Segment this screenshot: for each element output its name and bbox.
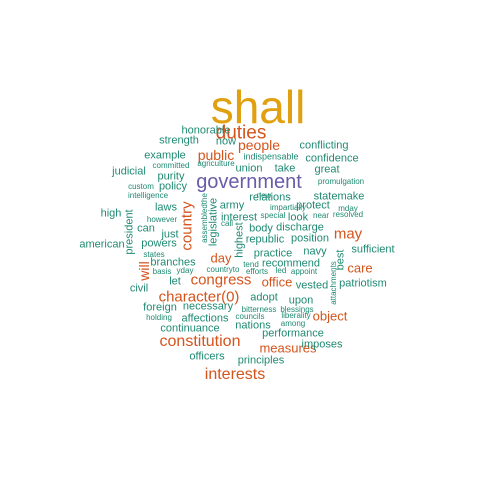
word-high: high xyxy=(100,207,122,220)
word-civil: civil xyxy=(129,282,149,295)
word-holding: holding xyxy=(146,313,172,322)
word-honorable: honorable xyxy=(181,124,231,137)
word-officers: officers xyxy=(189,350,225,363)
word-example: example xyxy=(144,149,186,162)
word-resolved: resolved xyxy=(332,210,364,219)
word-interests: interests xyxy=(204,366,266,383)
word-public: public xyxy=(197,147,235,163)
word-branches: branches xyxy=(150,256,196,269)
word-foreign: foreign xyxy=(143,301,177,314)
word-basis: basis xyxy=(152,267,172,276)
word-performance: performance xyxy=(262,327,324,340)
word-affections: affections xyxy=(181,312,229,325)
word-sufficient: sufficient xyxy=(351,243,395,256)
word-agriculture: agriculture xyxy=(197,159,235,168)
word-army: army xyxy=(219,199,245,212)
word-navy: navy xyxy=(303,245,327,258)
word-judicial: judicial xyxy=(112,165,146,178)
word-practice: practice xyxy=(253,247,293,260)
word-can: can xyxy=(137,222,155,235)
word-yday: yday xyxy=(176,266,194,275)
word-office: office xyxy=(261,274,293,290)
word-appoint: appoint xyxy=(290,267,318,276)
word-attachments: attachments xyxy=(329,261,338,305)
word-intelligence: intelligence xyxy=(127,191,169,200)
word-purity: purity xyxy=(157,170,185,183)
word-union: union xyxy=(235,162,263,175)
word-upon: upon xyxy=(288,294,314,307)
word-vested: vested xyxy=(295,279,329,292)
word-constitution: constitution xyxy=(159,333,241,350)
word-led: led xyxy=(275,266,287,275)
word-body: body xyxy=(249,222,273,235)
word-recommend: recommend xyxy=(261,257,321,270)
word-liberality: liberality xyxy=(281,311,311,320)
word-relations: relations xyxy=(249,191,291,204)
word-care: care xyxy=(347,260,373,276)
word-legislative: legislative xyxy=(207,197,220,247)
word-position: position xyxy=(291,232,329,245)
word-indispensable: indispensable xyxy=(243,151,299,162)
word-protect: protect xyxy=(296,199,330,212)
word-conflicting: conflicting xyxy=(299,139,349,152)
word-laws: laws xyxy=(154,201,178,214)
word-bitterness: bitterness xyxy=(241,305,277,314)
word-call: call xyxy=(220,219,234,228)
word-now: now xyxy=(215,135,237,148)
word-tend: tend xyxy=(243,260,259,269)
word-government: government xyxy=(196,171,302,193)
word-congress: congress xyxy=(190,271,252,289)
word-discharge: discharge xyxy=(276,221,324,234)
word-policy: policy xyxy=(158,180,188,193)
word-look: look xyxy=(287,211,309,224)
word-imposes: imposes xyxy=(301,338,343,351)
word-countryto: countryto xyxy=(206,265,240,274)
word-take: take xyxy=(274,162,296,175)
word-states: states xyxy=(143,250,165,259)
word-country: country xyxy=(178,201,196,251)
word-shall: shall xyxy=(210,81,306,133)
word-american: american xyxy=(79,238,125,251)
word-impartially: impartially xyxy=(269,203,307,212)
word-great: great xyxy=(314,163,340,176)
word-however: however xyxy=(146,215,178,224)
word-people: people xyxy=(237,137,281,153)
word-mday: mday xyxy=(338,204,358,213)
word-will: will xyxy=(136,261,152,281)
word-highest: highest xyxy=(233,222,246,258)
word-patriotism: patriotism xyxy=(339,277,387,290)
word-continuance: continuance xyxy=(160,322,220,335)
word-committed: committed xyxy=(152,161,190,170)
word-just: just xyxy=(161,228,179,241)
word-strength: strength xyxy=(159,134,199,147)
word-councils: councils xyxy=(235,312,265,321)
word-measures: measures xyxy=(259,340,317,356)
word-interest: interest xyxy=(220,211,258,224)
word-statemake: statemake xyxy=(313,190,365,203)
word-confidence: confidence xyxy=(305,152,359,165)
word-near: near xyxy=(312,211,330,220)
word-day: day xyxy=(210,250,232,266)
word-nations: nations xyxy=(235,319,271,332)
word-republic: republic xyxy=(245,233,285,246)
word-powers: powers xyxy=(141,237,177,250)
word-character0: character(0) xyxy=(158,288,240,306)
word-new: new xyxy=(256,191,272,200)
word-let: let xyxy=(169,275,181,288)
word-adopt: adopt xyxy=(250,291,278,304)
word-president: president xyxy=(123,209,136,255)
word-object: object xyxy=(312,308,348,324)
word-among: among xyxy=(280,319,306,328)
word-principles: principles xyxy=(237,354,285,367)
word-blessings: blessings xyxy=(280,305,314,314)
word-custom: custom xyxy=(128,182,154,191)
word-may: may xyxy=(333,225,363,243)
word-special: special xyxy=(260,211,286,220)
word-efforts: efforts xyxy=(245,267,269,276)
word-promulgation: promulgation xyxy=(317,177,365,186)
word-necessary: necessary xyxy=(182,300,234,313)
word-duties: duties xyxy=(215,122,267,144)
